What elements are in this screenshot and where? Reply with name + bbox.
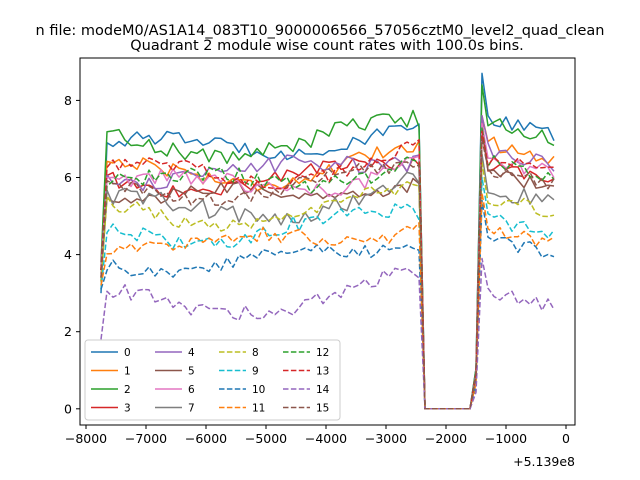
x-tick-label: −5000 [245,431,287,446]
legend-label-3: 3 [124,403,131,415]
series-line-10 [100,199,555,410]
legend-label-5: 5 [188,366,195,378]
y-tick-label: 0 [64,401,72,416]
legend-label-12: 12 [316,347,329,359]
y-axis: 0 2 4 6 8 [64,93,80,416]
chart-title: Quadrant 2 module wise count rates with … [130,38,524,54]
series-line-15 [100,138,555,410]
x-tick-label: −1000 [485,431,527,446]
legend-label-14: 14 [316,384,330,396]
x-offset-label: +5.139e8 [513,454,575,469]
legend-label-1: 1 [124,366,131,378]
plot-area [100,72,555,410]
legend-box [84,339,341,421]
legend-label-4: 4 [188,347,195,359]
legend-label-9: 9 [252,366,259,378]
x-tick-label: 0 [562,431,570,446]
x-axis: −8000 −7000 −6000 −5000 −4000 −3000 −2000 −1000… [65,425,570,446]
y-tick-label: 4 [64,247,72,262]
x-tick-label: −4000 [305,431,347,446]
x-tick-label: −7000 [125,431,167,446]
legend-label-6: 6 [188,384,195,396]
x-tick-label: −2000 [425,431,467,446]
legend-label-13: 13 [316,366,329,378]
legend-label-7: 7 [188,403,195,415]
legend-label-10: 10 [252,384,265,396]
x-tick-label: −6000 [185,431,227,446]
axes-frame [79,57,576,426]
chart-suptitle: n file: modeM0/AS1A14_083T10_9000006566_… [36,23,605,39]
x-tick-label: −3000 [365,431,407,446]
series-line-11 [100,192,555,410]
series-line-13 [100,130,555,410]
legend-label-8: 8 [252,347,259,359]
legend-label-0: 0 [124,347,131,359]
y-tick-label: 2 [64,324,72,339]
x-tick-label: −8000 [65,431,107,446]
y-tick-label: 6 [64,170,72,185]
legend-label-15: 15 [316,403,329,415]
legend-label-2: 2 [124,384,131,396]
y-tick-label: 8 [64,93,72,108]
legend-label-11: 11 [252,403,265,415]
